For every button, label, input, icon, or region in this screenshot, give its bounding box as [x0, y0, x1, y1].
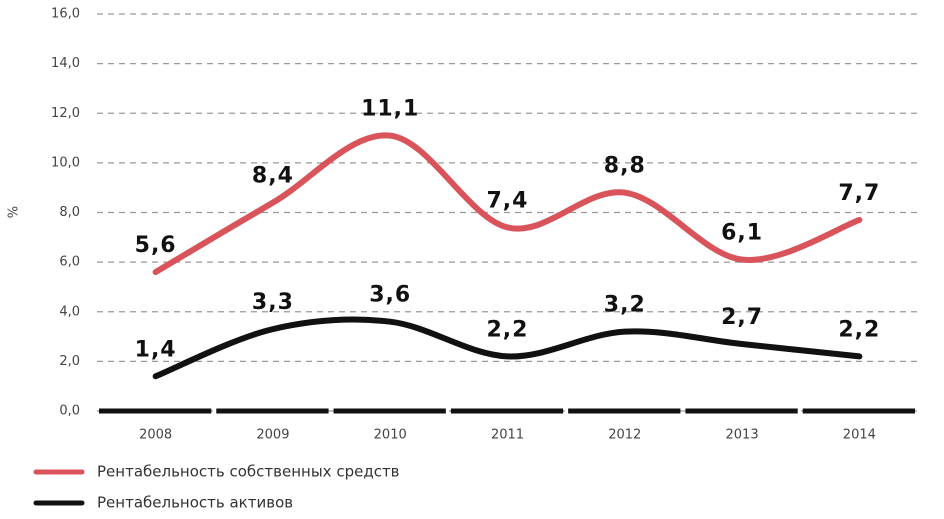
data-label: 8,4: [252, 164, 294, 189]
y-tick-label: 4,0: [59, 304, 80, 319]
y-axis-label: %: [7, 206, 22, 218]
data-label: 11,1: [361, 97, 419, 122]
data-label: 1,4: [135, 337, 177, 362]
y-tick-label: 0,0: [59, 404, 80, 419]
y-tick-label: 12,0: [51, 106, 80, 121]
data-label: 3,2: [604, 293, 646, 318]
x-tick-label: 2014: [843, 428, 876, 443]
data-label: 8,8: [604, 154, 646, 179]
data-label: 6,1: [721, 221, 763, 246]
data-label: 7,4: [487, 188, 529, 213]
y-tick-label: 14,0: [51, 56, 80, 71]
data-label: 3,6: [369, 283, 411, 308]
x-tick-label: 2013: [726, 428, 759, 443]
data-label: 2,2: [487, 317, 529, 342]
data-label: 3,3: [252, 290, 294, 315]
y-tick-label: 2,0: [59, 354, 80, 369]
data-label: 2,2: [838, 317, 880, 342]
legend-label: Рентабельность активов: [97, 494, 293, 512]
y-tick-label: 10,0: [51, 155, 80, 170]
series-line: [152, 132, 863, 276]
x-tick-label: 2009: [256, 428, 289, 443]
y-tick-label: 6,0: [59, 255, 80, 270]
data-label: 7,7: [838, 181, 880, 206]
y-tick-label: 16,0: [51, 7, 80, 22]
x-tick-label: 2010: [374, 428, 407, 443]
series-line: [152, 316, 863, 380]
x-tick-label: 2008: [139, 428, 172, 443]
data-label: 2,7: [721, 305, 763, 330]
legend-label: Рентабельность собственных средств: [97, 463, 400, 481]
x-tick-label: 2011: [491, 428, 524, 443]
data-label: 5,6: [135, 233, 177, 258]
y-tick-label: 8,0: [59, 205, 80, 220]
x-tick-label: 2012: [608, 428, 641, 443]
